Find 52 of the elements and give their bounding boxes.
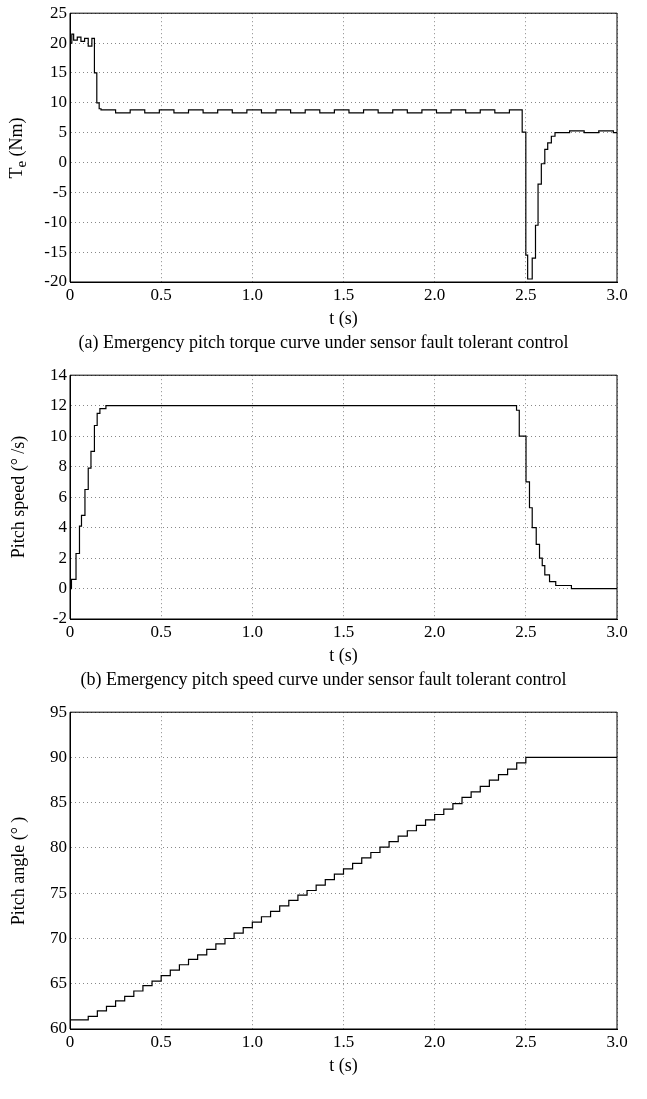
y-tick-label: 4 bbox=[58, 517, 68, 537]
x-tick-label: 1.0 bbox=[241, 621, 263, 641]
x-tick-label: 0.5 bbox=[150, 1031, 172, 1051]
x-tick-label: 1.5 bbox=[332, 1031, 355, 1051]
x-tick-label: 1.5 bbox=[332, 621, 355, 641]
x-tick-label: 2.0 bbox=[424, 1031, 446, 1051]
y-tick-label: 20 bbox=[50, 32, 67, 52]
y-tick-label: 90 bbox=[50, 746, 67, 766]
x-tick-label: 1.0 bbox=[241, 284, 263, 304]
x-axis-title: t (s) bbox=[329, 1054, 358, 1076]
y-tick-label: -5 bbox=[52, 181, 67, 201]
y-tick-label: -20 bbox=[44, 271, 67, 291]
text: (a) Emergency pitch torque curve under sensor fault tolerant control bbox=[77, 331, 570, 354]
y-tick-label: -2 bbox=[52, 608, 67, 628]
x-tick-label: 3.0 bbox=[606, 284, 628, 304]
x-tick-label: 2.5 bbox=[515, 621, 537, 641]
y-axis-title: Pitch angle (° ) bbox=[7, 816, 29, 925]
y-tick-label: 6 bbox=[58, 486, 67, 506]
text: (b) Emergency pitch speed curve under sensor fault tolerant control bbox=[79, 668, 568, 691]
y-tick-label: -15 bbox=[44, 241, 67, 261]
y-tick-label: 70 bbox=[50, 927, 67, 947]
y-tick-label: 95 bbox=[50, 701, 67, 721]
y-tick-label: 10 bbox=[50, 92, 67, 112]
y-tick-label: 75 bbox=[50, 882, 67, 902]
y-tick-label: 12 bbox=[50, 395, 67, 415]
y-tick-label: 15 bbox=[50, 62, 67, 82]
x-tick-label: 2.5 bbox=[515, 284, 537, 304]
y-tick-label: 14 bbox=[50, 364, 68, 384]
x-tick-label: 2.5 bbox=[515, 1031, 537, 1051]
x-tick-label: 3.0 bbox=[606, 1031, 628, 1051]
y-tick-label: 65 bbox=[50, 973, 67, 993]
y-tick-label: 0 bbox=[58, 152, 67, 171]
x-axis-title: t (s) bbox=[329, 644, 358, 666]
y-tick-label: 60 bbox=[50, 1018, 67, 1038]
x-axis-title: t (s) bbox=[329, 307, 358, 329]
y-tick-label: 25 bbox=[50, 2, 67, 22]
x-tick-label: 3.0 bbox=[606, 621, 628, 641]
y-tick-label: 2 bbox=[58, 547, 67, 567]
x-tick-label: 2.0 bbox=[424, 621, 446, 641]
y-tick-label: -10 bbox=[44, 211, 67, 231]
x-tick-label: 0.5 bbox=[150, 284, 172, 304]
y-tick-label: 80 bbox=[50, 837, 67, 857]
y-tick-label: 0 bbox=[58, 577, 67, 597]
y-tick-label: 85 bbox=[50, 792, 67, 812]
x-tick-label: 0.5 bbox=[150, 621, 172, 641]
y-tick-label: 8 bbox=[58, 456, 67, 476]
y-tick-label: 10 bbox=[50, 425, 67, 445]
y-tick-label: 5 bbox=[58, 122, 67, 142]
x-tick-label: 1.5 bbox=[332, 284, 355, 304]
y-axis-title: Pitch speed (° /s) bbox=[7, 435, 29, 559]
x-tick-label: 1.0 bbox=[241, 1031, 263, 1051]
x-tick-label: 2.0 bbox=[424, 284, 446, 304]
